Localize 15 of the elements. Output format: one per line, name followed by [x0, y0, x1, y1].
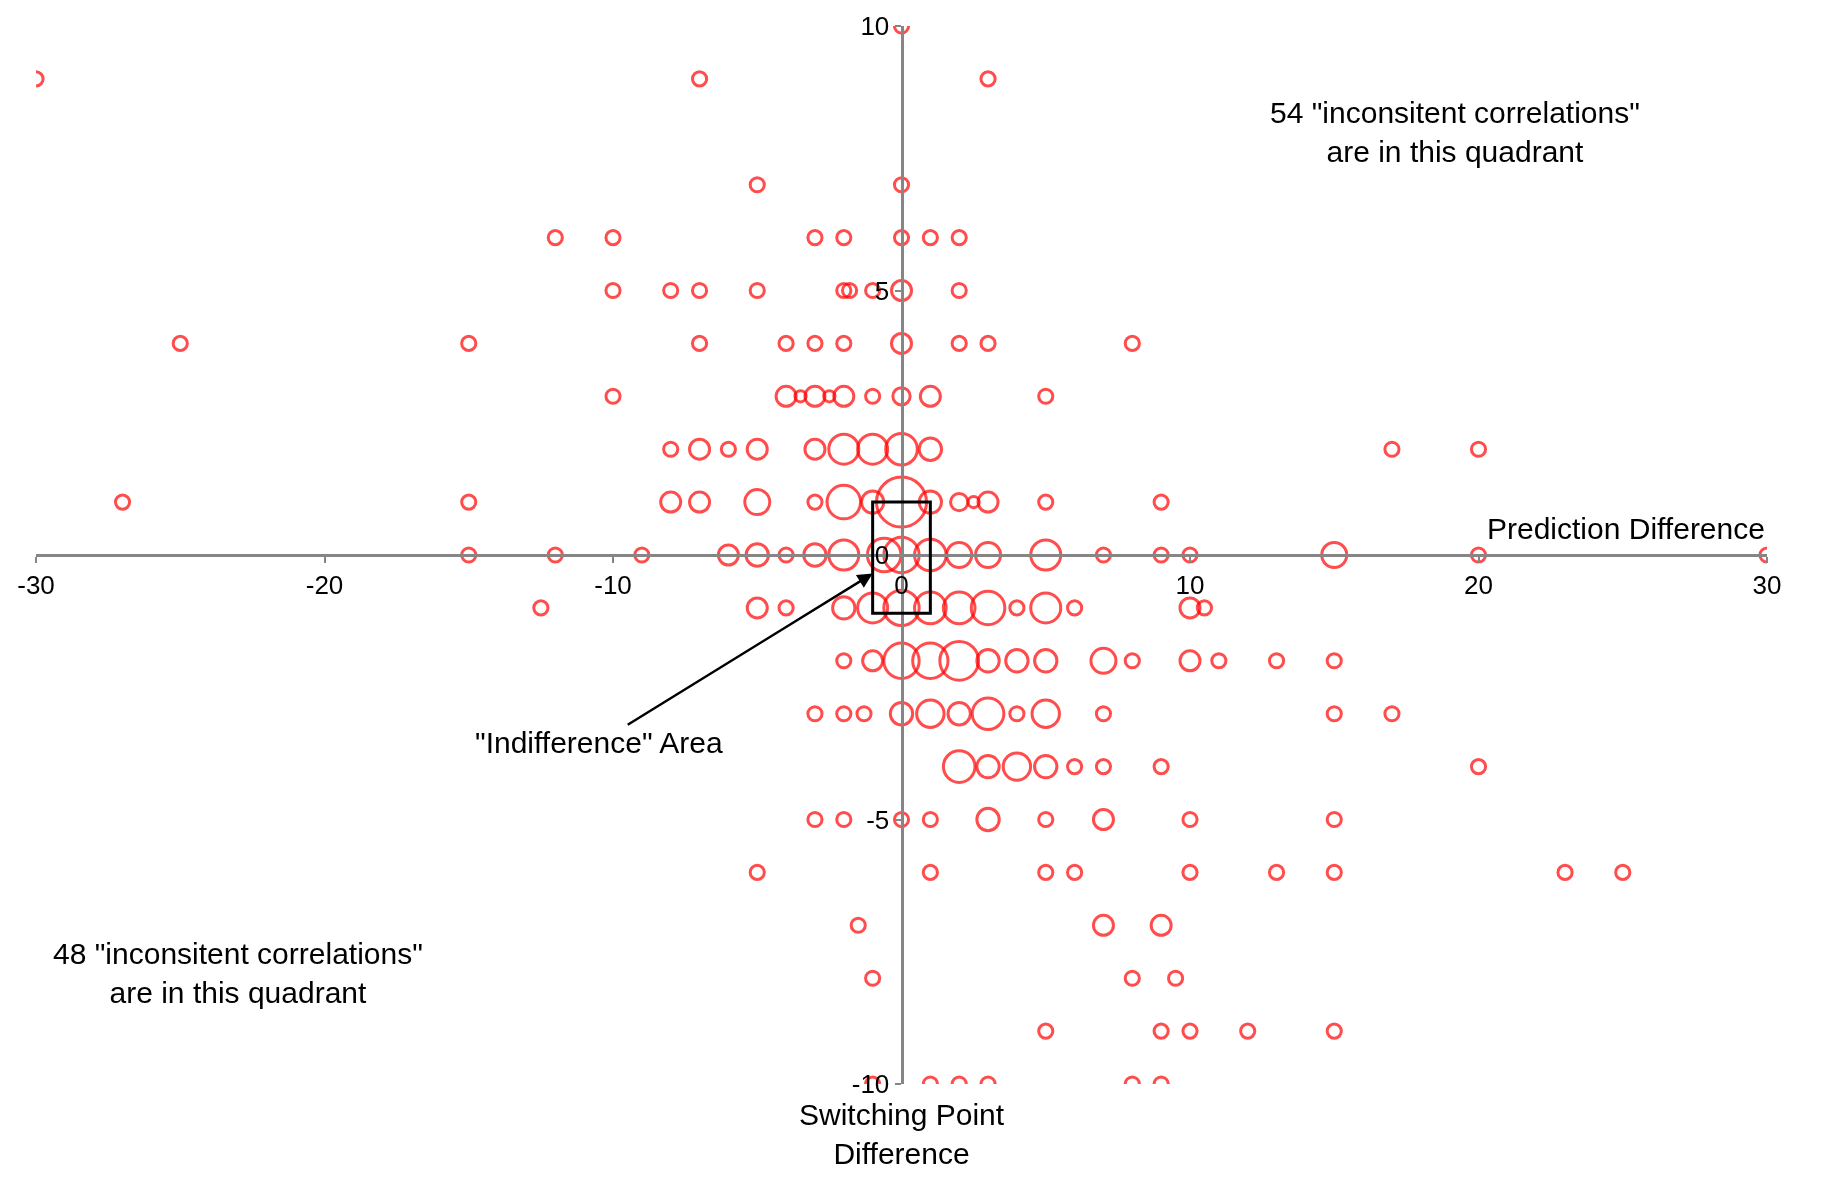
x-tick-label: -20 [305, 570, 344, 601]
y-tick-label: 10 [860, 11, 890, 42]
annotation: "Indifference" Area [475, 726, 723, 759]
x-tick-label: 30 [1752, 570, 1782, 601]
y-tick-label: -10 [851, 1069, 890, 1100]
annotation: 48 "inconsitent correlations" are in this quadrant [53, 937, 423, 1009]
y-tick-label: -5 [866, 804, 890, 835]
annotation: 54 "inconsitent correlations" are in this quadrant [1270, 96, 1640, 168]
x-tick-label: 20 [1464, 570, 1493, 601]
text: Switching Point Difference [799, 1098, 1005, 1170]
x-tick-label: -30 [17, 570, 55, 601]
x-tick-label: -10 [594, 570, 632, 601]
x-axis-title: Prediction Difference [1487, 512, 1765, 545]
x-tick-label: 10 [1175, 570, 1205, 601]
y-tick-label: 0 [874, 540, 890, 571]
